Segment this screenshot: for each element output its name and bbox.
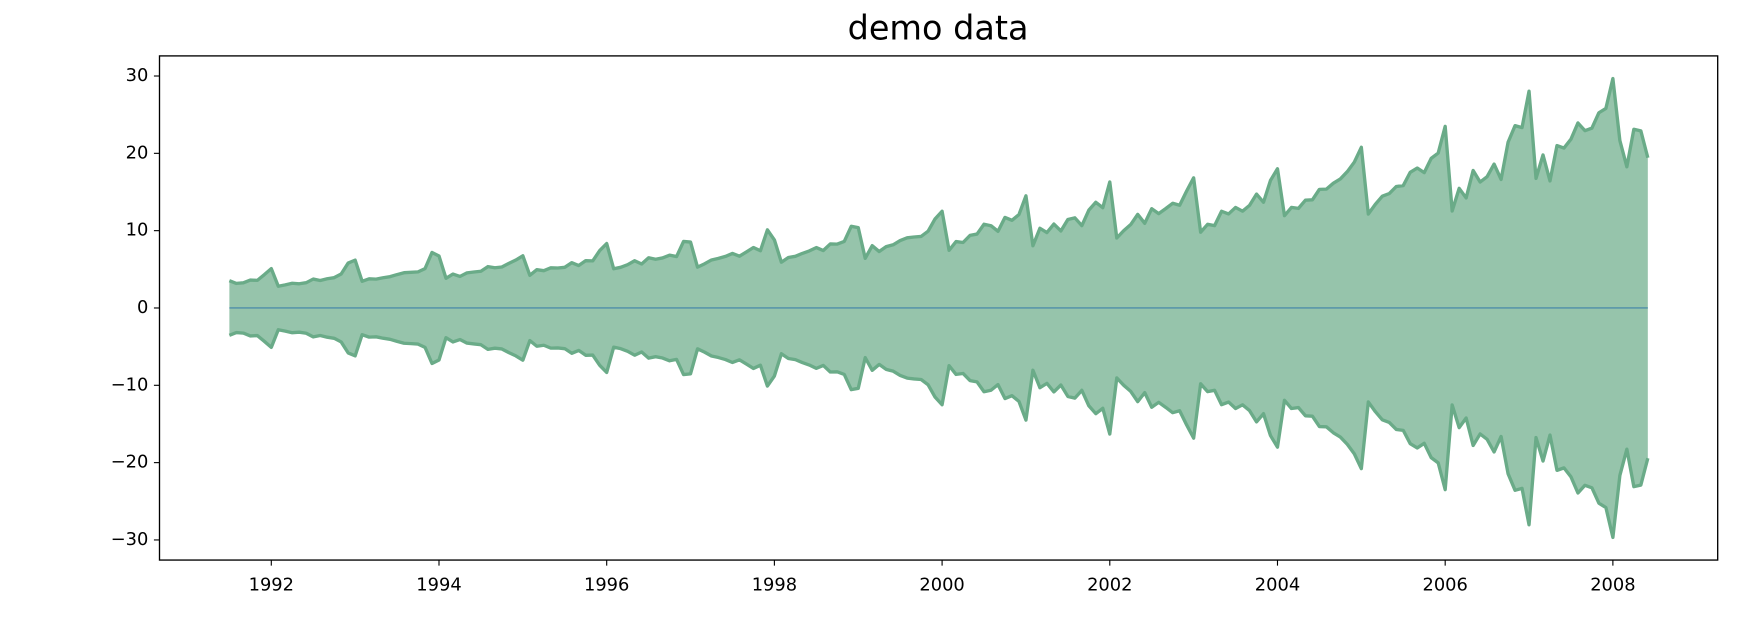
- y-tick-label: −20: [111, 452, 149, 473]
- x-tick-label: 2000: [919, 575, 964, 596]
- lower-edge: [228, 328, 1650, 540]
- x-tick-label: 1998: [752, 575, 797, 596]
- x-tick-label: 2006: [1422, 575, 1467, 596]
- upper-edge: [228, 76, 1650, 288]
- x-tick-label: 1996: [584, 575, 629, 596]
- y-tick-label: 30: [126, 65, 149, 86]
- x-tick-label: 2008: [1590, 575, 1635, 596]
- x-tick-label: 2004: [1255, 575, 1300, 596]
- y-tick-label: 0: [137, 297, 148, 318]
- y-tick-label: −30: [111, 529, 149, 550]
- y-tick-label: 20: [126, 142, 149, 163]
- x-tick-label: 2002: [1087, 575, 1132, 596]
- x-tick-label: 1992: [249, 575, 294, 596]
- x-tick-label: 1994: [416, 575, 461, 596]
- y-tick-label: −10: [111, 374, 149, 395]
- y-tick-label: 10: [126, 220, 149, 241]
- chart-title: demo data: [848, 9, 1029, 48]
